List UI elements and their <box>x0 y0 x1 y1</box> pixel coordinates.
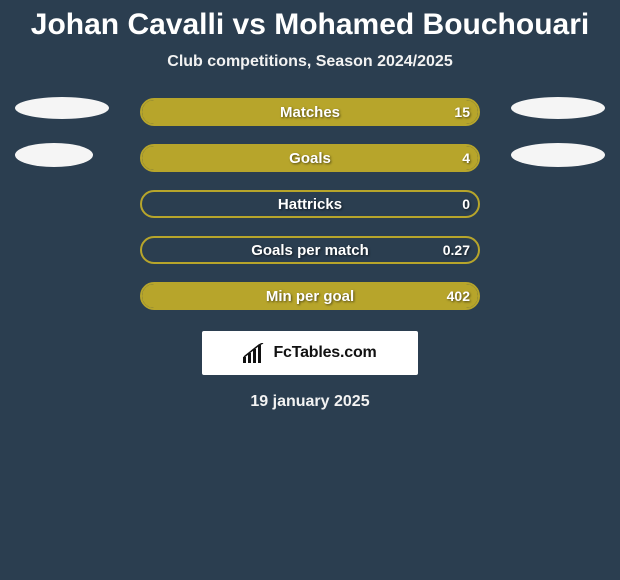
right-pill <box>511 97 605 119</box>
stat-bar: Goals per match0.27 <box>140 236 480 264</box>
page-subtitle: Club competitions, Season 2024/2025 <box>0 45 620 89</box>
stat-label: Hattricks <box>142 192 478 216</box>
stat-value: 4 <box>462 146 470 170</box>
left-pill <box>15 143 93 167</box>
page-title: Johan Cavalli vs Mohamed Bouchouari <box>0 0 620 45</box>
stat-bar: Matches15 <box>140 98 480 126</box>
brand-text: FcTables.com <box>273 344 376 362</box>
stat-row: Hattricks0 <box>0 181 620 227</box>
stat-row: Min per goal402 <box>0 273 620 319</box>
bars-icon <box>243 343 269 363</box>
brand-badge: FcTables.com <box>202 331 418 375</box>
stat-label: Goals per match <box>142 238 478 262</box>
stat-label: Goals <box>142 146 478 170</box>
stat-value: 402 <box>447 284 470 308</box>
stat-row: Goals per match0.27 <box>0 227 620 273</box>
stat-label: Matches <box>142 100 478 124</box>
stat-value: 0.27 <box>443 238 470 262</box>
stat-bar: Hattricks0 <box>140 190 480 218</box>
stat-value: 0 <box>462 192 470 216</box>
stat-rows: Matches15 Goals4 Hattricks0 Goals per match… <box>0 89 620 319</box>
stat-value: 15 <box>454 100 470 124</box>
left-pill <box>15 97 109 119</box>
date-line: 19 january 2025 <box>0 375 620 411</box>
stat-label: Min per goal <box>142 284 478 308</box>
stat-row: Matches15 <box>0 89 620 135</box>
stat-bar: Goals4 <box>140 144 480 172</box>
stat-row: Goals4 <box>0 135 620 181</box>
right-pill <box>511 143 605 167</box>
stat-bar: Min per goal402 <box>140 282 480 310</box>
